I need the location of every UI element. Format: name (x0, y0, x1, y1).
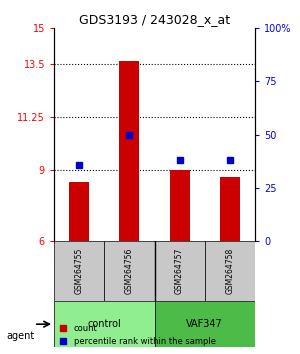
Text: VAF347: VAF347 (186, 319, 223, 329)
FancyBboxPatch shape (205, 241, 255, 301)
Text: agent: agent (6, 331, 34, 341)
FancyBboxPatch shape (154, 241, 205, 301)
Text: GSM264755: GSM264755 (75, 248, 84, 294)
FancyBboxPatch shape (54, 301, 154, 347)
Bar (69, 182, 89, 241)
FancyBboxPatch shape (104, 241, 154, 301)
Title: GDS3193 / 243028_x_at: GDS3193 / 243028_x_at (79, 13, 230, 26)
Text: GSM264757: GSM264757 (175, 248, 184, 294)
Bar (220, 177, 240, 241)
FancyBboxPatch shape (54, 241, 104, 301)
Legend: count, percentile rank within the sample: count, percentile rank within the sample (55, 321, 219, 350)
FancyBboxPatch shape (154, 301, 255, 347)
Text: GSM264756: GSM264756 (125, 248, 134, 294)
Text: GSM264758: GSM264758 (225, 248, 234, 294)
Text: control: control (87, 319, 121, 329)
Bar (169, 170, 190, 241)
Bar (119, 61, 140, 241)
